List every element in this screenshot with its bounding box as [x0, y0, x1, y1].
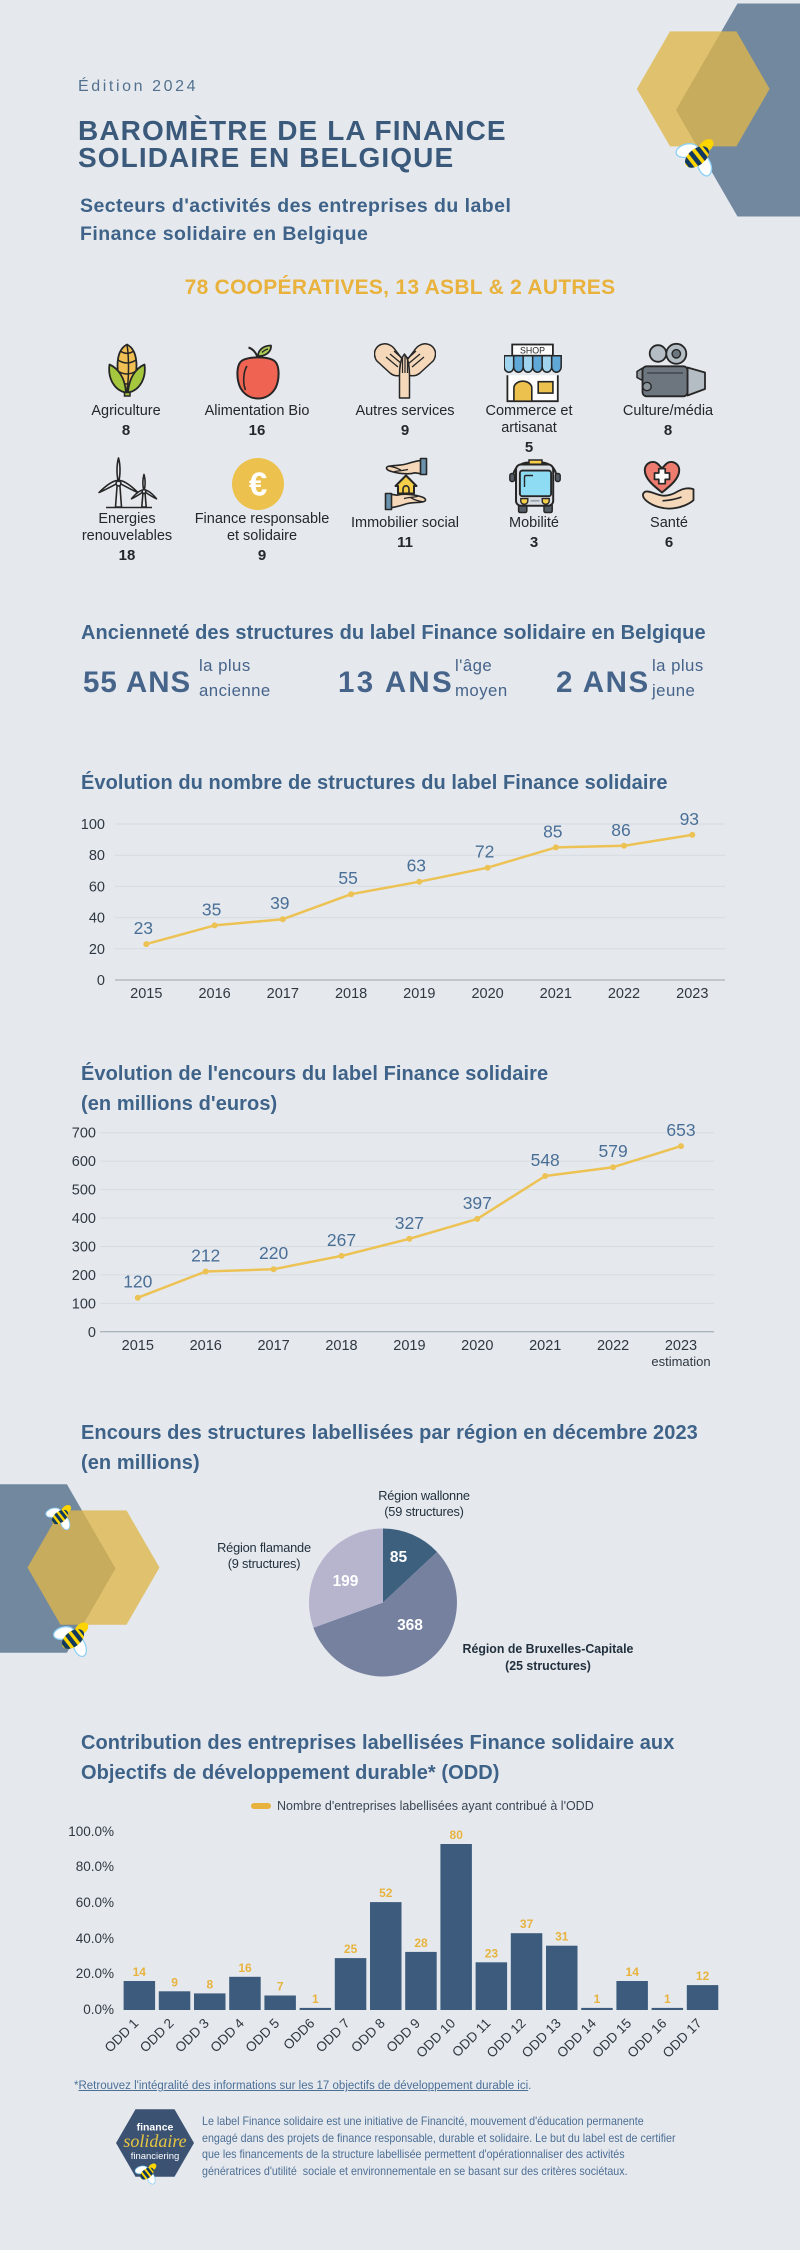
- svg-text:2017: 2017: [267, 986, 299, 1002]
- svg-text:37: 37: [520, 1917, 534, 1931]
- svg-text:20.0%: 20.0%: [76, 1966, 114, 1981]
- svg-text:85: 85: [543, 821, 562, 841]
- svg-text:2016: 2016: [198, 986, 230, 1002]
- svg-text:ODD6: ODD6: [280, 2016, 317, 2053]
- svg-text:2020: 2020: [461, 1338, 493, 1354]
- svg-text:€: €: [249, 466, 267, 503]
- svg-text:220: 220: [259, 1243, 288, 1263]
- svg-text:397: 397: [463, 1193, 492, 1213]
- svg-text:80.0%: 80.0%: [76, 1859, 114, 1874]
- svg-text:financiering: financiering: [131, 2151, 180, 2162]
- svg-text:ODD 3: ODD 3: [172, 2016, 212, 2056]
- svg-text:2023: 2023: [665, 1338, 697, 1354]
- svg-text:72: 72: [475, 842, 494, 862]
- svg-text:2023: 2023: [676, 986, 708, 1002]
- svg-text:ODD 7: ODD 7: [313, 2016, 353, 2056]
- svg-text:2015: 2015: [122, 1338, 154, 1354]
- svg-text:0: 0: [97, 973, 105, 989]
- svg-text:2019: 2019: [403, 986, 435, 1002]
- svg-text:300: 300: [72, 1240, 96, 1256]
- svg-text:2018: 2018: [325, 1338, 357, 1354]
- svg-text:28: 28: [414, 1936, 428, 1950]
- svg-text:40: 40: [89, 911, 105, 927]
- svg-text:23: 23: [485, 1946, 499, 1960]
- svg-text:0: 0: [88, 1325, 96, 1341]
- svg-text:8: 8: [206, 1977, 213, 1991]
- svg-text:85: 85: [390, 1549, 408, 1566]
- svg-text:25: 25: [344, 1942, 358, 1956]
- svg-text:20: 20: [89, 942, 105, 958]
- svg-text:86: 86: [611, 820, 630, 840]
- svg-text:ODD 8: ODD 8: [348, 2016, 388, 2056]
- svg-text:9: 9: [171, 1975, 178, 1989]
- svg-text:600: 600: [72, 1154, 96, 1170]
- svg-text:80: 80: [89, 848, 105, 864]
- svg-text:63: 63: [407, 856, 426, 876]
- svg-text:2020: 2020: [471, 986, 503, 1002]
- svg-text:estimation: estimation: [651, 1354, 710, 1369]
- svg-text:1: 1: [664, 1992, 671, 2006]
- svg-text:finance: finance: [137, 2122, 174, 2134]
- svg-text:212: 212: [191, 1246, 220, 1266]
- svg-text:500: 500: [72, 1183, 96, 1199]
- svg-text:100: 100: [72, 1296, 96, 1312]
- svg-text:52: 52: [379, 1886, 393, 1900]
- svg-text:327: 327: [395, 1213, 424, 1233]
- svg-text:267: 267: [327, 1230, 356, 1250]
- svg-text:2016: 2016: [190, 1338, 222, 1354]
- svg-text:93: 93: [680, 809, 699, 829]
- svg-text:7: 7: [277, 1980, 284, 1994]
- svg-text:14: 14: [133, 1965, 147, 1979]
- svg-text:200: 200: [72, 1268, 96, 1284]
- svg-text:579: 579: [598, 1141, 627, 1161]
- svg-text:solidaire: solidaire: [123, 2131, 186, 2151]
- svg-text:ODD 5: ODD 5: [243, 2016, 283, 2056]
- svg-text:80: 80: [450, 1828, 464, 1842]
- svg-text:60.0%: 60.0%: [76, 1895, 114, 1910]
- svg-text:2019: 2019: [393, 1338, 425, 1354]
- svg-text:2021: 2021: [540, 986, 572, 1002]
- svg-text:Nombre d'entreprises labellisé: Nombre d'entreprises labellisées ayant c…: [277, 1799, 594, 1813]
- svg-text:0.0%: 0.0%: [83, 2002, 114, 2017]
- svg-text:199: 199: [333, 1573, 359, 1590]
- svg-text:55: 55: [338, 868, 357, 888]
- svg-text:400: 400: [72, 1211, 96, 1227]
- svg-text:548: 548: [531, 1150, 560, 1170]
- svg-text:23: 23: [134, 918, 153, 938]
- svg-text:100.0%: 100.0%: [68, 1824, 114, 1839]
- svg-text:16: 16: [238, 1961, 252, 1975]
- svg-text:1: 1: [312, 1992, 319, 2006]
- svg-text:35: 35: [202, 899, 221, 919]
- svg-text:SHOP: SHOP: [520, 345, 545, 355]
- svg-text:2021: 2021: [529, 1338, 561, 1354]
- svg-text:120: 120: [123, 1272, 152, 1292]
- svg-text:2017: 2017: [257, 1338, 289, 1354]
- svg-text:368: 368: [397, 1617, 423, 1634]
- svg-text:653: 653: [666, 1120, 695, 1140]
- svg-text:39: 39: [270, 893, 289, 913]
- svg-text:ODD 2: ODD 2: [137, 2016, 177, 2056]
- svg-text:2018: 2018: [335, 986, 367, 1002]
- svg-text:ODD 17: ODD 17: [660, 2016, 705, 2061]
- svg-text:60: 60: [89, 879, 105, 895]
- svg-text:2022: 2022: [597, 1338, 629, 1354]
- svg-text:700: 700: [72, 1126, 96, 1142]
- svg-text:2015: 2015: [130, 986, 162, 1002]
- svg-text:2022: 2022: [608, 986, 640, 1002]
- svg-text:ODD 4: ODD 4: [207, 2015, 247, 2055]
- svg-text:100: 100: [81, 817, 105, 833]
- svg-text:12: 12: [696, 1969, 710, 1983]
- svg-text:1: 1: [594, 1992, 601, 2006]
- svg-text:14: 14: [626, 1965, 640, 1979]
- svg-text:40.0%: 40.0%: [76, 1931, 114, 1946]
- svg-text:31: 31: [555, 1930, 569, 1944]
- svg-text:ODD 10: ODD 10: [413, 2016, 458, 2061]
- svg-text:ODD 1: ODD 1: [102, 2016, 142, 2056]
